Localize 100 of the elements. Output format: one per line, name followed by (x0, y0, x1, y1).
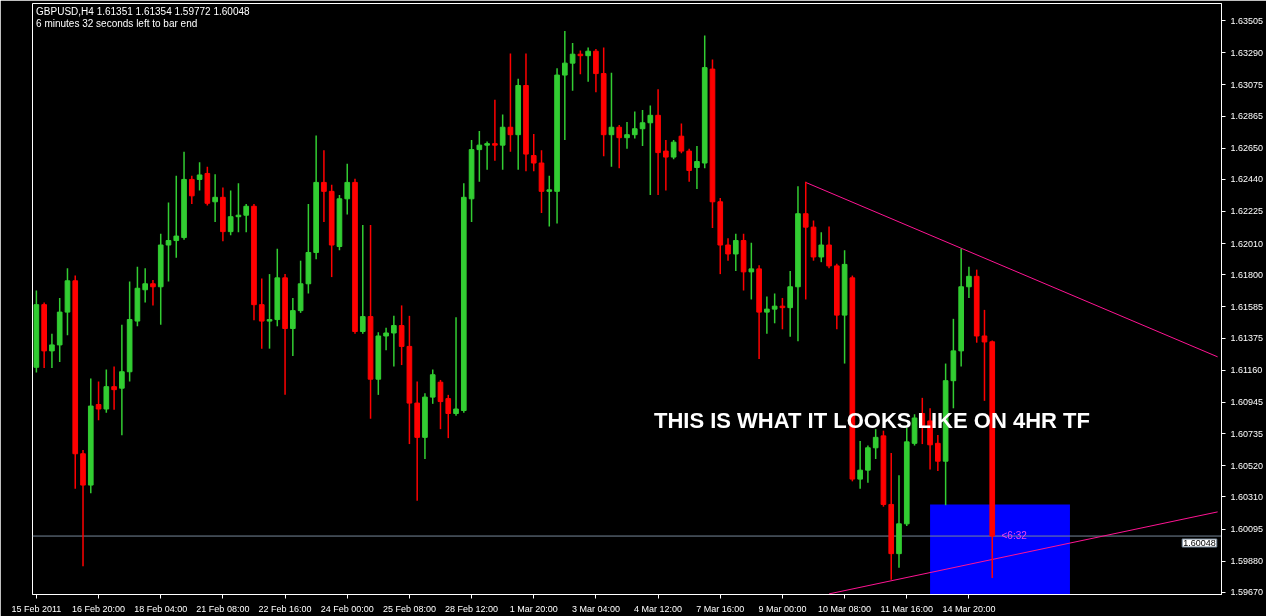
x-tick-label: 9 Mar 00:00 (758, 603, 807, 614)
y-tick-label: 1.63505 (1230, 15, 1264, 26)
candlestick (966, 266, 972, 298)
candlestick (119, 324, 125, 436)
candlestick (173, 175, 180, 258)
y-tick-label: 1.60095 (1230, 524, 1264, 535)
candlestick (725, 238, 731, 261)
x-tick-label: 25 Feb 08:00 (382, 603, 436, 614)
candlestick (212, 174, 218, 222)
y-tick-label: 1.59670 (1230, 587, 1264, 598)
candlestick (771, 293, 778, 324)
candlestick (165, 202, 172, 282)
x-tick-label: 21 Feb 08:00 (196, 603, 250, 614)
y-tick-label: 1.60520 (1230, 460, 1264, 471)
candlestick (624, 122, 630, 149)
candlestick (95, 381, 102, 421)
y-tick-label: 1.62650 (1230, 143, 1264, 154)
candlestick (631, 111, 638, 139)
candlestick (826, 226, 832, 269)
candlestick (453, 317, 459, 416)
candlestick (935, 435, 941, 471)
candlestick (608, 72, 615, 167)
candlestick (227, 190, 234, 236)
candlestick (290, 297, 296, 357)
candlestick (391, 315, 397, 367)
y-tick-label: 1.61585 (1230, 301, 1264, 312)
candlestick (196, 162, 203, 191)
x-tick-label: 18 Feb 04:00 (134, 603, 188, 614)
x-tick-label: 4 Mar 12:00 (634, 603, 683, 614)
candlestick (530, 133, 537, 172)
x-tick-label: 1 Mar 20:00 (509, 603, 558, 614)
x-tick-label: 15 Feb 2011 (11, 603, 62, 614)
y-tick-label: 1.60735 (1230, 428, 1264, 439)
candlestick (429, 369, 436, 404)
candlestick (694, 145, 700, 190)
y-tick-label: 1.60310 (1230, 491, 1264, 502)
candlestick (111, 366, 117, 410)
candlestick (872, 429, 879, 459)
x-tick-label: 3 Mar 04:00 (571, 603, 620, 614)
candlestick (142, 268, 149, 303)
candlestick (344, 163, 351, 215)
x-tick-label: 10 Mar 08:00 (818, 603, 872, 614)
candlestick (748, 242, 755, 300)
candlestick (818, 232, 825, 263)
x-tick-label: 16 Feb 20:00 (72, 603, 126, 614)
candlestick (507, 53, 514, 152)
y-tick-label: 1.62865 (1230, 111, 1264, 122)
candlestick (569, 43, 576, 91)
text: 6 minutes 32 seconds left to bar end (36, 17, 198, 29)
candlestick (103, 369, 110, 413)
candlestick (779, 297, 786, 330)
candlestick (546, 175, 553, 227)
y-tick-label: 1.61800 (1230, 269, 1264, 280)
candlestick (865, 445, 871, 483)
candlestick (150, 280, 156, 306)
candlestick (499, 114, 506, 170)
candlestick (857, 441, 863, 489)
candlestick (981, 309, 988, 401)
candlestick (577, 50, 584, 75)
candlestick (732, 233, 739, 272)
candlestick (562, 31, 568, 140)
candlestick (593, 48, 599, 93)
y-tick-label: 1.62225 (1230, 206, 1264, 217)
chart-title: GBPUSD,H4 1.61351 1.61354 1.59772 1.60048 (36, 5, 250, 17)
candlestick (647, 105, 654, 196)
y-tick-label: 1.63290 (1230, 47, 1264, 58)
candlestick (188, 175, 195, 205)
y-tick-label: 1.61160 (1230, 365, 1263, 376)
candlestick (243, 204, 250, 233)
annotation: <6:32 (1001, 530, 1028, 542)
candlestick (678, 123, 685, 154)
candlestick (787, 271, 794, 337)
y-tick-label: 1.63075 (1230, 79, 1264, 90)
y-tick-label: 1.62440 (1230, 174, 1264, 185)
candlestick (585, 47, 591, 82)
y-tick-label: 1.62010 (1230, 238, 1264, 249)
y-tick-label: 1.59880 (1230, 556, 1264, 567)
candlestick (235, 183, 242, 233)
x-tick-label: 28 Feb 12:00 (445, 603, 499, 614)
candlestick (266, 274, 273, 349)
candlestick (383, 327, 389, 351)
candlestick (639, 110, 646, 146)
candlestick (616, 125, 623, 169)
candlestick (359, 224, 366, 334)
candlestick (492, 99, 498, 161)
candlestick (258, 278, 265, 349)
candlestick (49, 333, 55, 369)
candlestick (484, 141, 490, 170)
x-tick-label: 11 Mar 16:00 (880, 603, 933, 614)
x-tick-label: 22 Feb 16:00 (258, 603, 312, 614)
candlestick (476, 130, 483, 182)
candlestick (764, 296, 770, 334)
x-tick-label: 24 Feb 00:00 (320, 603, 374, 614)
candlestick (445, 394, 452, 439)
candlestick (802, 181, 809, 300)
candlestick (663, 139, 669, 191)
x-tick-label: 14 Mar 20:00 (942, 603, 996, 614)
ref-line-label: 1.60048 (1183, 538, 1216, 549)
candlestick (686, 148, 692, 182)
y-tick-label: 1.61375 (1230, 333, 1264, 344)
